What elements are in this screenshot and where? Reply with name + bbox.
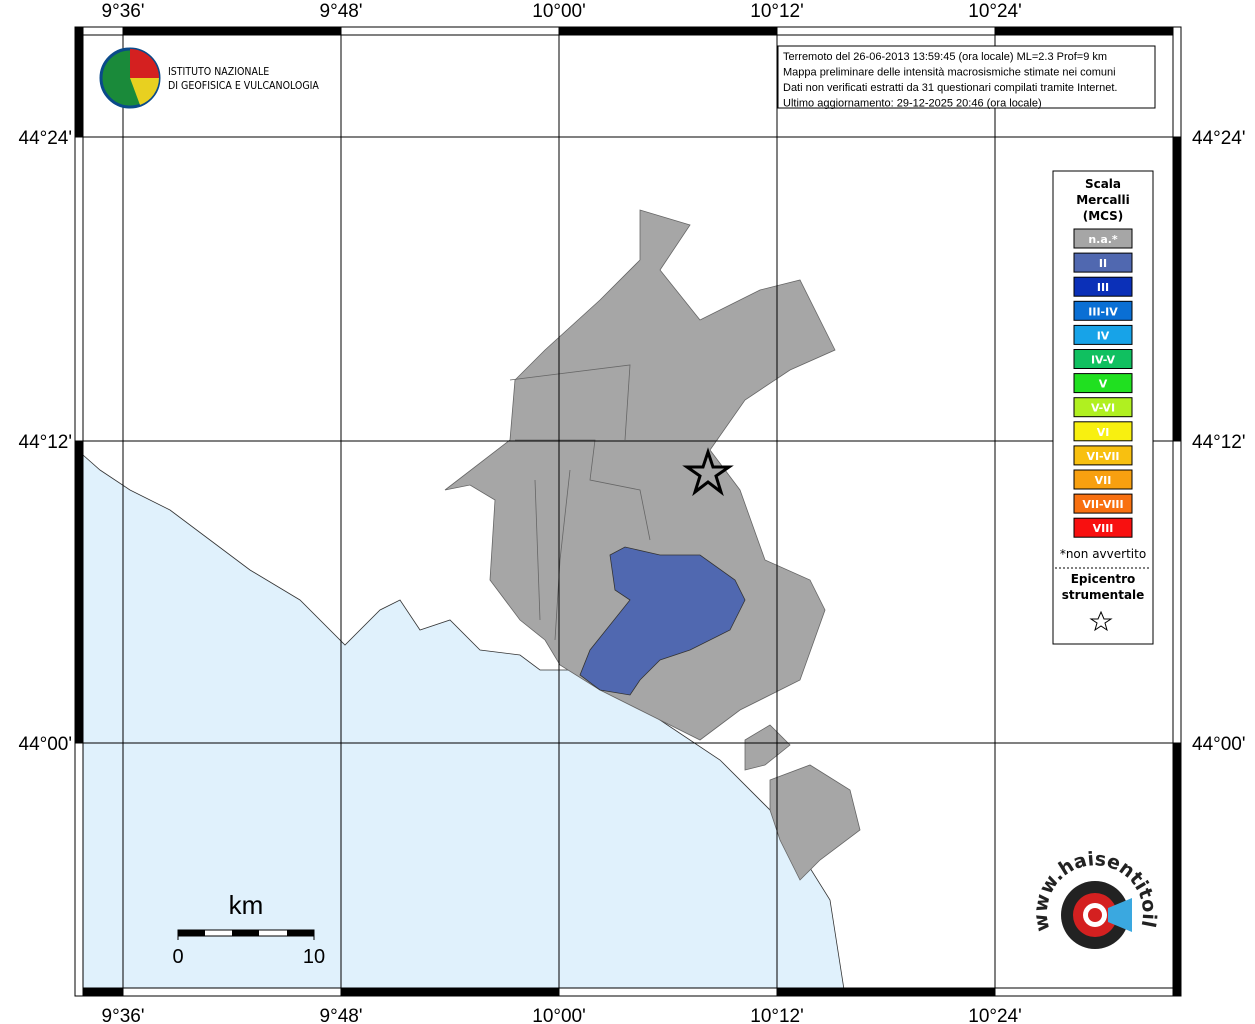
scale-unit: km [229, 890, 264, 920]
lon-label: 10°12' [750, 1, 804, 22]
frame-bar [340, 987, 560, 997]
legend-title: Scala [1085, 177, 1121, 191]
legend-epicenter: Epicentro [1071, 572, 1136, 586]
legend-label: n.a.* [1088, 233, 1118, 246]
lon-label: 10°24' [968, 1, 1022, 22]
legend-swatch [1073, 252, 1133, 273]
frame-bar [776, 987, 996, 997]
legend-label: VI [1097, 426, 1110, 439]
legend-label: VI-VII [1086, 450, 1119, 463]
scale-tick: 10 [303, 946, 325, 968]
legend-swatch [1073, 517, 1133, 538]
legend-title: Mercalli [1076, 193, 1130, 207]
legend-swatch [1073, 324, 1133, 345]
frame-bar [1172, 440, 1182, 744]
legend-note: *non avvertito [1060, 547, 1146, 561]
lat-label: 44°24' [19, 128, 73, 149]
legend-swatch [1073, 300, 1133, 321]
scale-bar [177, 929, 315, 940]
frame-bar [1172, 742, 1182, 997]
legend-label: VIII [1093, 522, 1114, 535]
lat-label: 44°12' [1192, 432, 1246, 453]
legend-swatch [1073, 373, 1133, 394]
ingv-logo [99, 47, 161, 109]
legend-label: III [1097, 281, 1109, 294]
legend-swatch [1073, 469, 1133, 490]
scale-tick: 0 [172, 946, 183, 968]
frame-bar [74, 440, 84, 744]
legend-swatch [1073, 445, 1133, 466]
frame-bar [1172, 26, 1182, 138]
frame-bar [558, 987, 778, 997]
info-line: Ultimo aggiornamento: 29-12-2025 20:46 (… [783, 98, 1042, 110]
frame-bar [340, 26, 560, 36]
info-box [777, 45, 1156, 109]
lon-label: 10°00' [532, 1, 586, 22]
frame-bar [74, 136, 84, 442]
frame-bar [1172, 136, 1182, 442]
frame-bar [122, 26, 342, 36]
lon-label: 9°48' [320, 1006, 363, 1024]
lat-label: 44°00' [1192, 734, 1246, 755]
lon-label: 10°00' [532, 1006, 586, 1024]
legend-label: V [1099, 378, 1108, 391]
info-line: Terremoto del 26-06-2013 13:59:45 (ora l… [783, 51, 1107, 63]
lat-label: 44°12' [19, 432, 73, 453]
borders [509, 364, 651, 641]
frame-bar [558, 26, 778, 36]
lon-label: 10°12' [750, 1006, 804, 1024]
legend-label: IV-V [1091, 354, 1116, 367]
legend-label: III-IV [1088, 305, 1118, 318]
frame-bar [74, 26, 84, 138]
legend-label: V-VI [1091, 402, 1115, 415]
lon-label: 9°36' [102, 1, 145, 22]
lon-label: 9°36' [102, 1006, 145, 1024]
intensity-ii-area [579, 546, 746, 696]
legend-swatch [1073, 349, 1133, 369]
legend-swatch [1073, 493, 1133, 514]
site-logo [1061, 881, 1132, 949]
legend-star [1089, 610, 1113, 632]
lat-label: 44°24' [1192, 128, 1246, 149]
frame-bar [994, 26, 1182, 36]
legend-epicenter: strumentale [1062, 588, 1145, 602]
legend-title: (MCS) [1083, 209, 1124, 223]
frame-bar [122, 987, 342, 997]
logo-text: DI GEOFISICA E VULCANOLOGIA [168, 80, 319, 92]
legend-label: VII-VIII [1082, 498, 1123, 511]
legend-label: II [1099, 257, 1107, 270]
legend-swatch [1073, 276, 1133, 297]
info-line: Mappa preliminare delle intensità macros… [783, 67, 1116, 79]
lat-label: 44°00' [19, 734, 73, 755]
frame-bar [776, 26, 996, 36]
logo-text: ISTITUTO NAZIONALE [168, 66, 269, 78]
epicenter-star [682, 447, 734, 497]
info-line: Dati non verificati estratti da 31 quest… [783, 82, 1117, 94]
legend-swatch [1073, 421, 1133, 442]
legend-label: VII [1095, 474, 1112, 487]
frame-bar [994, 987, 1182, 997]
legend-swatch [1073, 228, 1133, 249]
legend-swatch [1073, 397, 1133, 418]
frame-bar [74, 742, 84, 997]
legend-label: IV [1097, 329, 1110, 342]
lon-label: 9°48' [320, 1, 363, 22]
lon-label: 10°24' [968, 1006, 1022, 1024]
graticule [75, 27, 1181, 996]
